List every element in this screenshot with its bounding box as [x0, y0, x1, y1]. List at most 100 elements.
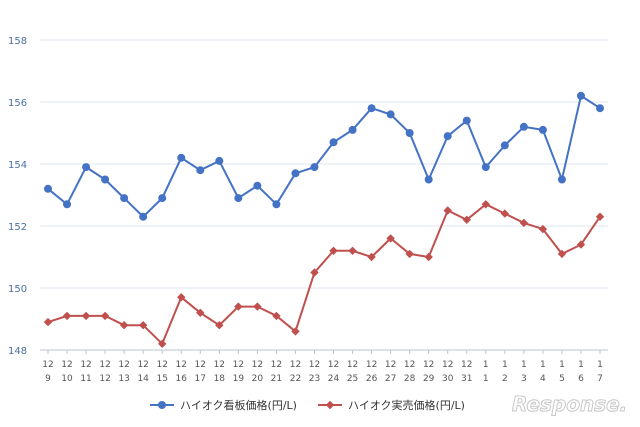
data-point — [576, 91, 585, 100]
data-point — [462, 215, 471, 224]
x-tick-label-day: 28 — [404, 374, 416, 384]
legend-label: ハイオク看板価格(円/L) — [180, 398, 297, 412]
data-point — [557, 175, 566, 184]
x-tick-label-day: 16 — [176, 374, 188, 384]
x-tick-label-day: 5 — [559, 374, 565, 384]
x-tick-label-day: 4 — [540, 374, 546, 384]
x-tick-label-day: 3 — [521, 374, 527, 384]
x-tick-label-day: 9 — [45, 374, 51, 384]
data-point — [348, 125, 357, 134]
data-point — [557, 249, 567, 259]
data-point — [386, 234, 395, 243]
x-tick-label-day: 25 — [347, 374, 358, 384]
x-tick-label-month: 1 — [597, 360, 603, 370]
y-tick-label: 158 — [8, 36, 27, 47]
x-tick-label-month: 12 — [271, 360, 282, 370]
data-point — [329, 246, 338, 255]
data-point — [424, 252, 433, 262]
data-point — [538, 125, 547, 134]
data-point — [595, 212, 605, 221]
series-line — [47, 203, 601, 346]
x-tick-label-day: 26 — [366, 374, 378, 384]
series-line — [47, 94, 601, 219]
data-point — [519, 122, 528, 131]
data-point — [177, 153, 186, 162]
x-tick-label-day: 13 — [118, 374, 129, 384]
data-point — [291, 327, 300, 336]
y-tick-label: 152 — [8, 222, 27, 233]
x-tick-label-day: 20 — [252, 374, 264, 384]
x-tick-label-month: 12 — [404, 360, 415, 370]
data-point — [329, 138, 338, 147]
data-point — [500, 209, 510, 218]
data-point — [43, 317, 53, 327]
x-tick-label-day: 17 — [195, 374, 206, 384]
x-tick-label-day: 18 — [214, 374, 226, 384]
x-tick-label-month: 1 — [540, 360, 546, 370]
svg-text:Response.: Response. — [512, 392, 627, 416]
x-tick-label-day: 15 — [156, 374, 167, 384]
data-point — [119, 321, 129, 330]
x-tick-label-month: 12 — [61, 360, 72, 370]
data-point — [215, 156, 224, 165]
data-point — [596, 104, 604, 113]
data-point — [272, 200, 281, 209]
data-point — [291, 169, 300, 178]
data-point — [215, 321, 224, 330]
x-tick-label-month: 12 — [195, 360, 206, 370]
x-tick-label-month: 12 — [442, 360, 453, 370]
x-tick-label-month: 1 — [502, 360, 508, 370]
x-tick-label-day: 24 — [328, 374, 340, 384]
series-lines — [43, 91, 605, 348]
x-tick-label-month: 12 — [385, 360, 396, 370]
x-tick-label-month: 12 — [137, 360, 148, 370]
x-tick-label-month: 12 — [366, 360, 377, 370]
data-point — [386, 110, 395, 119]
data-point — [519, 218, 529, 228]
y-axis-tick-labels: 148 150 152 154 156 158 — [8, 36, 27, 357]
data-point — [253, 302, 262, 311]
x-tick-label-day: 29 — [423, 374, 435, 384]
data-point — [424, 175, 433, 184]
x-tick-label-day: 30 — [442, 374, 454, 384]
x-tick-label-month: 12 — [309, 360, 320, 370]
y-tick-label: 156 — [8, 98, 27, 109]
x-tick-label-day: 19 — [233, 374, 245, 384]
x-tick-label-day: 10 — [61, 374, 73, 384]
data-point — [253, 181, 262, 190]
data-point — [234, 302, 243, 311]
legend-label: ハイオク実売価格(円/L) — [348, 398, 465, 412]
data-point — [348, 246, 357, 255]
x-tick-label-month: 12 — [461, 360, 472, 370]
x-tick-label-month: 1 — [559, 360, 565, 370]
x-tick-label-day: 23 — [309, 374, 320, 384]
legend-marker — [325, 400, 335, 410]
data-point — [405, 249, 414, 259]
x-tick-label-month: 1 — [483, 360, 489, 370]
x-tick-label-month: 12 — [99, 360, 110, 370]
data-point — [500, 141, 509, 150]
legend-marker — [158, 401, 166, 409]
data-point — [177, 293, 186, 302]
x-tick-label-day: 12 — [99, 374, 110, 384]
x-tick-label-day: 7 — [597, 374, 603, 384]
data-point — [100, 311, 110, 321]
x-tick-label-month: 1 — [578, 360, 584, 370]
data-point — [443, 206, 452, 215]
legend: ハイオク看板価格(円/L) ハイオク実売価格(円/L) — [150, 398, 465, 412]
data-point — [139, 212, 148, 221]
data-point — [120, 194, 129, 203]
data-point — [196, 308, 205, 317]
data-point — [196, 166, 205, 175]
grid-lines — [40, 39, 608, 354]
x-tick-label-month: 12 — [176, 360, 187, 370]
x-tick-label-month: 12 — [42, 360, 53, 370]
data-point — [310, 163, 319, 172]
x-tick-label-day: 14 — [137, 374, 149, 384]
data-point — [138, 321, 148, 330]
x-tick-label-month: 12 — [347, 360, 358, 370]
x-tick-label-day: 21 — [271, 374, 282, 384]
data-point — [158, 194, 167, 203]
data-point — [234, 194, 243, 203]
